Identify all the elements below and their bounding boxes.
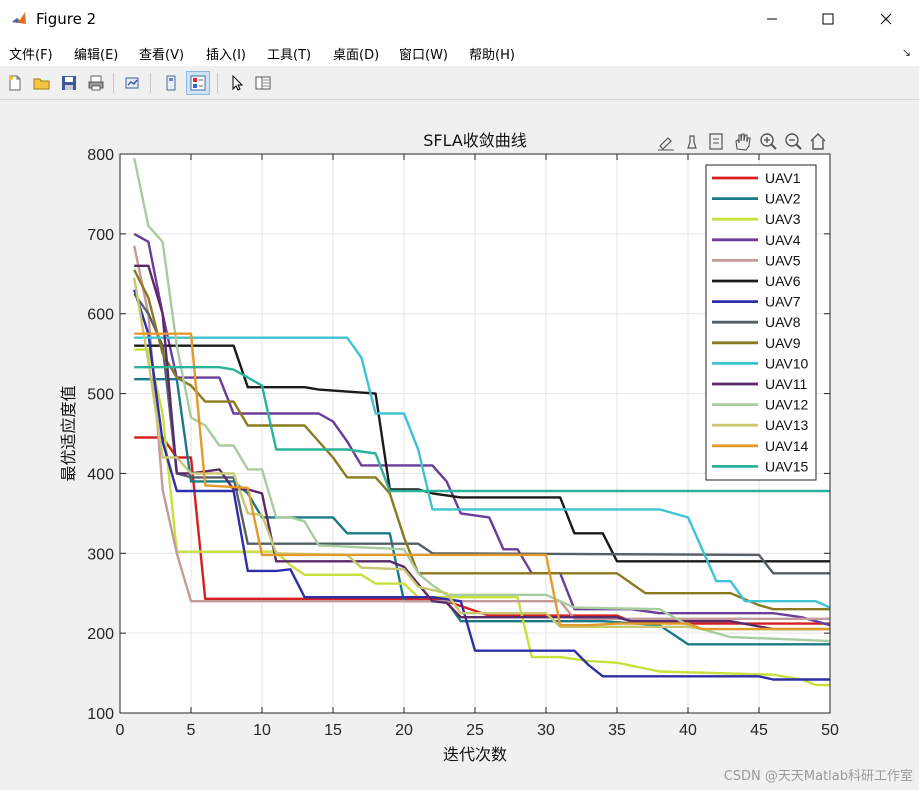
legend-label: UAV3 xyxy=(765,211,801,227)
legend-label: UAV2 xyxy=(765,191,801,207)
menu-window[interactable]: 窗口(W) xyxy=(399,48,448,63)
menu-desktop[interactable]: 桌面(D) xyxy=(333,48,380,63)
x-tick-label: 35 xyxy=(608,722,626,739)
export-icon[interactable] xyxy=(709,133,723,150)
legend-label: UAV12 xyxy=(765,397,809,413)
new-figure-icon[interactable] xyxy=(3,71,27,95)
y-tick-label: 400 xyxy=(87,466,114,483)
legend-label: UAV6 xyxy=(765,273,801,289)
chart-title: SFLA收敛曲线 xyxy=(423,131,527,150)
y-tick-label: 500 xyxy=(87,387,114,404)
menu-view[interactable]: 查看(V) xyxy=(139,48,185,63)
y-tick-label: 300 xyxy=(87,546,114,563)
x-tick-label: 20 xyxy=(395,722,413,739)
x-tick-label: 50 xyxy=(821,722,839,739)
show-plot-tools-icon[interactable] xyxy=(186,71,210,95)
x-tick-label: 40 xyxy=(679,722,697,739)
series-line-uav15 xyxy=(134,366,830,493)
series-line-uav13 xyxy=(133,277,830,631)
menu-insert[interactable]: 插入(I) xyxy=(206,48,246,63)
x-tick-label: 10 xyxy=(253,722,271,739)
axes-toolbar xyxy=(658,133,826,151)
zoom-in-icon[interactable] xyxy=(760,133,777,150)
x-tick-label: 25 xyxy=(466,722,484,739)
y-tick-label: 800 xyxy=(87,147,114,164)
close-icon[interactable] xyxy=(863,0,909,38)
minimize-icon[interactable] xyxy=(749,0,795,38)
data-tips-icon[interactable] xyxy=(687,135,697,149)
menu-edit[interactable]: 编辑(E) xyxy=(74,48,119,63)
series-line-uav14 xyxy=(134,332,830,631)
legend-label: UAV14 xyxy=(765,438,809,454)
maximize-icon[interactable] xyxy=(805,0,851,38)
zoom-out-icon[interactable] xyxy=(785,133,802,150)
watermark-text: CSDN @天天Matlab科研工作室 xyxy=(723,769,913,784)
legend-label: UAV15 xyxy=(765,458,809,474)
y-tick-label: 600 xyxy=(87,307,114,324)
pointer-icon[interactable] xyxy=(225,71,249,95)
legend[interactable]: UAV1 UAV2 UAV3 UAV4 UAV5 UAV6 UAV7 UAV8 UAV9 UAV1… xyxy=(705,164,817,481)
series-line-uav9 xyxy=(133,269,830,611)
menu-tools[interactable]: 工具(T) xyxy=(267,48,312,63)
series-line-uav7 xyxy=(133,289,830,681)
series-line-uav11 xyxy=(134,264,830,631)
convergence-chart[interactable]: 0 5 10 15 20 25 30 35 40 45 50 100 200 300 400 500 600 70… xyxy=(0,100,919,790)
y-tick-label: 100 xyxy=(87,706,114,723)
y-axis-label: 最优适应度值 xyxy=(59,385,78,481)
menu-help[interactable]: 帮助(H) xyxy=(469,48,515,63)
x-tick-label: 30 xyxy=(537,722,555,739)
legend-label: UAV5 xyxy=(765,252,801,268)
y-tick-label: 700 xyxy=(87,227,114,244)
property-editor-icon[interactable] xyxy=(251,71,275,95)
legend-label: UAV8 xyxy=(765,314,801,330)
save-icon[interactable] xyxy=(57,71,81,95)
dock-figure-icon[interactable]: ↘ xyxy=(901,46,911,59)
link-plot-icon[interactable] xyxy=(121,71,145,95)
pan-hand-icon[interactable] xyxy=(735,133,751,151)
legend-label: UAV10 xyxy=(765,355,809,371)
figure-toolbar xyxy=(0,67,919,100)
legend-label: UAV7 xyxy=(765,294,801,310)
matlab-logo-icon xyxy=(10,9,28,27)
x-axis-label: 迭代次数 xyxy=(443,745,507,764)
window-title: Figure 2 xyxy=(36,10,97,28)
menu-file[interactable]: 文件(F) xyxy=(9,48,53,63)
home-icon[interactable] xyxy=(810,133,826,150)
x-tick-label: 0 xyxy=(116,722,125,739)
legend-label: UAV13 xyxy=(765,417,809,433)
title-bar: Figure 2 xyxy=(0,0,919,38)
y-tick-label: 200 xyxy=(87,626,114,643)
legend-label: UAV11 xyxy=(765,376,807,392)
legend-label: UAV4 xyxy=(765,232,801,248)
print-icon[interactable] xyxy=(84,71,108,95)
x-tick-label: 15 xyxy=(324,722,342,739)
hide-plot-tools-icon[interactable] xyxy=(159,71,183,95)
x-tick-label: 45 xyxy=(750,722,768,739)
legend-label: UAV1 xyxy=(765,170,801,186)
series-line-uav10 xyxy=(134,336,831,609)
legend-label: UAV9 xyxy=(765,335,801,351)
figure-canvas: 0 5 10 15 20 25 30 35 40 45 50 100 200 300 400 500 600 70… xyxy=(0,100,919,790)
x-tick-label: 5 xyxy=(187,722,196,739)
series-line-uav12 xyxy=(133,157,831,643)
brush-icon[interactable] xyxy=(658,137,674,151)
open-file-icon[interactable] xyxy=(30,71,54,95)
menu-bar: 文件(F) 编辑(E) 查看(V) 插入(I) 工具(T) 桌面(D) 窗口(W… xyxy=(0,38,919,66)
